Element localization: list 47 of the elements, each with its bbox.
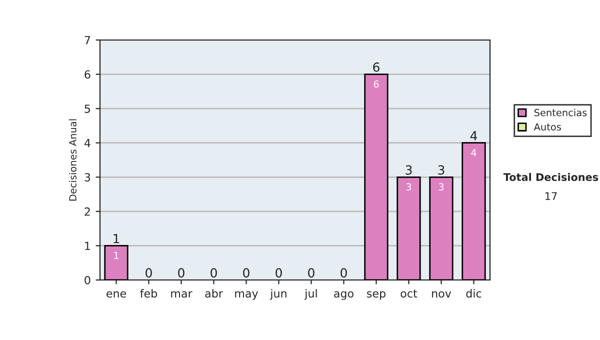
bar bbox=[364, 74, 388, 280]
x-tick-label: feb bbox=[140, 289, 158, 298]
text: Total Decisiones bbox=[503, 172, 598, 182]
x-tick-label: dic bbox=[466, 289, 482, 298]
y-tick-label: 7 bbox=[84, 36, 90, 44]
total-label: 0 bbox=[178, 268, 184, 278]
text: 17 bbox=[546, 192, 557, 200]
total-label: 3 bbox=[438, 165, 444, 175]
x-tick-label: abr bbox=[205, 289, 223, 298]
total-label: 0 bbox=[146, 268, 152, 278]
y-tick-label: 0 bbox=[84, 276, 90, 284]
total-label: 1 bbox=[114, 234, 120, 244]
total-label: 4 bbox=[470, 131, 478, 140]
total-label: 0 bbox=[276, 268, 282, 278]
bar bbox=[396, 176, 421, 280]
x-tick-label: nov bbox=[432, 291, 452, 298]
data-label: 1 bbox=[114, 252, 118, 259]
data-label: 3 bbox=[438, 183, 444, 191]
y-tick-label: 6 bbox=[84, 70, 90, 79]
y-tick-label: 4 bbox=[84, 138, 90, 148]
x-tick-label: jul bbox=[304, 289, 317, 300]
y-tick-label: 3 bbox=[84, 173, 90, 182]
legend-label: Autos bbox=[534, 123, 561, 131]
legend-label: Sentencias bbox=[534, 108, 587, 116]
x-tick-label: ago bbox=[334, 291, 354, 300]
bar bbox=[429, 176, 454, 280]
bar bbox=[462, 142, 486, 280]
y-tick-label: 2 bbox=[84, 207, 90, 216]
total-label: 3 bbox=[406, 165, 412, 175]
x-tick-label: jun bbox=[270, 289, 286, 300]
x-tick-label: may bbox=[235, 291, 258, 300]
y-axis-title: Decisiones Anual bbox=[68, 119, 76, 201]
x-tick-label: oct bbox=[400, 290, 418, 298]
data-label: 4 bbox=[471, 149, 476, 156]
y-tick-label: 5 bbox=[84, 104, 90, 113]
total-label: 6 bbox=[373, 62, 380, 72]
y-tick-label: 1 bbox=[85, 242, 90, 250]
x-tick-label: mar bbox=[171, 291, 192, 298]
data-label: 6 bbox=[374, 80, 379, 88]
bar bbox=[104, 245, 128, 280]
x-tick-label: sep bbox=[367, 291, 386, 300]
total-label: 0 bbox=[243, 268, 250, 278]
total-label: 0 bbox=[210, 268, 217, 278]
x-tick-label: ene bbox=[106, 291, 126, 298]
total-label: 0 bbox=[340, 268, 347, 278]
total-label: 0 bbox=[308, 268, 314, 278]
data-label: 3 bbox=[406, 183, 412, 191]
